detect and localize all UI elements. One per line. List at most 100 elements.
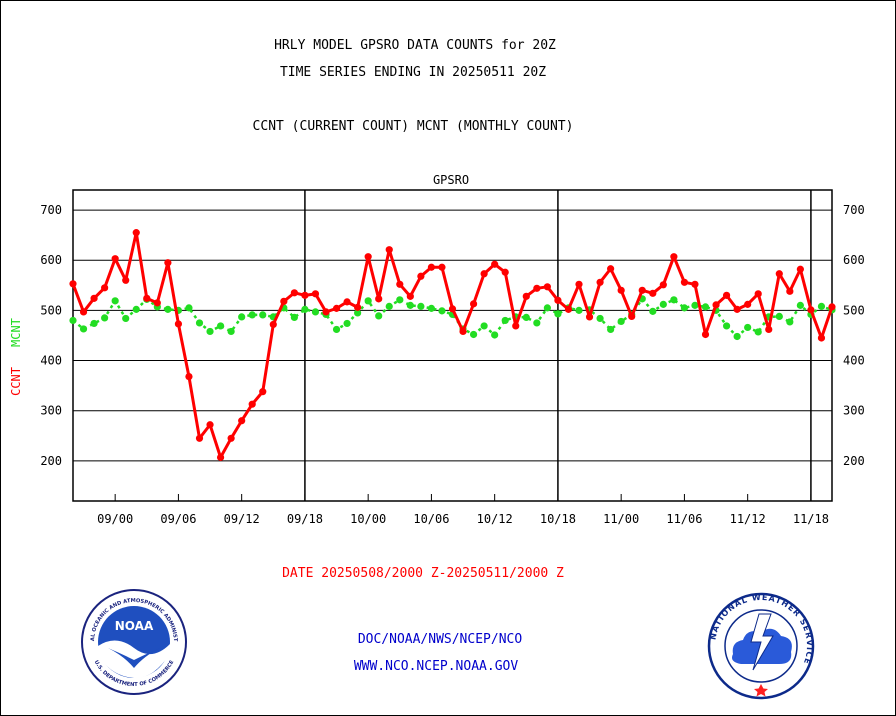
data-point-mcnt [649, 307, 657, 315]
series-layer [69, 229, 836, 461]
data-point-mcnt [396, 296, 404, 304]
data-point-ccnt [301, 291, 309, 299]
y-tick-label-left: 600 [40, 253, 62, 267]
x-tick-label: 09/00 [97, 512, 133, 526]
data-point-ccnt [575, 280, 583, 288]
data-point-mcnt [554, 310, 562, 318]
data-point-ccnt [754, 290, 762, 298]
data-point-ccnt [248, 400, 256, 408]
series-ccnt [69, 229, 836, 461]
data-point-ccnt [343, 298, 351, 306]
data-point-mcnt [701, 303, 710, 311]
data-point-mcnt [817, 302, 826, 310]
data-point-mcnt [670, 296, 678, 304]
data-point-mcnt [469, 330, 478, 339]
data-point-mcnt [238, 313, 246, 321]
x-tick-label: 11/06 [666, 512, 702, 526]
data-point-mcnt [607, 325, 615, 334]
data-point-mcnt [90, 319, 98, 328]
data-point-ccnt [480, 270, 488, 278]
data-point-mcnt [722, 322, 731, 330]
x-tick-label: 10/00 [350, 512, 386, 526]
data-point-ccnt [670, 253, 678, 261]
data-point-ccnt [828, 303, 836, 311]
data-point-ccnt [722, 291, 731, 299]
data-point-ccnt [332, 304, 341, 312]
y-tick-label-right: 600 [843, 253, 865, 267]
data-point-mcnt [522, 313, 530, 322]
data-point-mcnt [216, 322, 225, 330]
data-point-mcnt [786, 318, 794, 326]
x-tick-label: 10/12 [477, 512, 513, 526]
x-tick-label: 11/12 [730, 512, 766, 526]
x-tick-label: 09/06 [160, 512, 196, 526]
data-point-ccnt [596, 278, 604, 286]
data-point-mcnt [417, 302, 425, 310]
data-point-mcnt [79, 325, 88, 333]
gridlines [73, 209, 832, 462]
plot-area [72, 189, 833, 502]
data-point-ccnt [269, 320, 277, 329]
data-point-mcnt [691, 301, 699, 309]
data-point-mcnt [733, 332, 741, 341]
org-path-text: DOC/NOAA/NWS/NCEP/NCO [357, 632, 523, 647]
data-point-mcnt [754, 328, 762, 336]
data-point-ccnt [364, 253, 372, 261]
data-point-mcnt [427, 304, 436, 312]
series-line-ccnt [71, 231, 834, 459]
data-point-mcnt [311, 308, 320, 316]
y-axis-label-mcnt: MCNT [9, 318, 23, 347]
data-point-ccnt [680, 278, 689, 286]
nws-logo-icon: NATIONAL WEATHER SERVICE [707, 592, 815, 700]
data-point-mcnt [775, 312, 783, 321]
data-point-ccnt [691, 280, 699, 288]
data-point-ccnt [227, 434, 235, 442]
data-point-ccnt [195, 434, 204, 442]
data-point-mcnt [206, 327, 214, 336]
data-point-mcnt [744, 323, 752, 332]
data-point-ccnt [501, 268, 509, 276]
data-point-ccnt [259, 388, 267, 396]
data-point-ccnt [554, 296, 562, 304]
data-point-mcnt [796, 301, 804, 309]
data-point-ccnt [765, 325, 773, 334]
data-point-ccnt [396, 280, 404, 288]
chart-legend-description: CCNT (CURRENT COUNT) MCNT (MONTHLY COUNT… [252, 119, 574, 134]
y-tick-label-right: 200 [843, 454, 865, 468]
data-point-ccnt [90, 294, 98, 302]
data-point-mcnt [101, 314, 109, 322]
data-point-ccnt [796, 265, 804, 273]
data-point-mcnt [122, 314, 130, 323]
data-point-mcnt [680, 304, 689, 312]
data-point-ccnt [185, 373, 193, 381]
data-point-ccnt [238, 417, 246, 425]
data-point-ccnt [817, 334, 826, 342]
data-point-mcnt [290, 313, 298, 322]
data-point-mcnt [480, 322, 488, 330]
data-point-ccnt [649, 289, 657, 297]
data-point-ccnt [79, 308, 88, 316]
website-link[interactable]: WWW.NCO.NCEP.NOAA.GOV [353, 659, 519, 674]
data-point-mcnt [533, 319, 541, 327]
data-point-ccnt [69, 280, 77, 288]
data-point-mcnt [438, 307, 446, 315]
data-point-ccnt [733, 305, 741, 313]
data-point-ccnt [744, 300, 752, 308]
data-point-mcnt [227, 327, 235, 336]
data-point-mcnt [385, 302, 393, 310]
x-axis-ticks: 09/00 09/06 09/12 09/18 10/00 10/06 10/12 10/18… [97, 494, 829, 526]
data-point-ccnt [132, 229, 140, 237]
data-point-mcnt [111, 297, 119, 305]
y-tick-label-left: 200 [40, 454, 62, 468]
data-point-ccnt [533, 284, 541, 292]
data-point-mcnt [406, 301, 414, 309]
data-point-mcnt [259, 311, 267, 319]
data-point-mcnt [69, 316, 77, 325]
data-point-ccnt [111, 255, 119, 263]
data-point-mcnt [501, 316, 509, 325]
y-tick-label-right: 400 [843, 354, 865, 368]
data-point-ccnt [322, 308, 330, 316]
data-point-ccnt [701, 330, 710, 339]
x-tick-label: 10/06 [413, 512, 449, 526]
noaa-logo-label: NOAA [115, 619, 154, 633]
